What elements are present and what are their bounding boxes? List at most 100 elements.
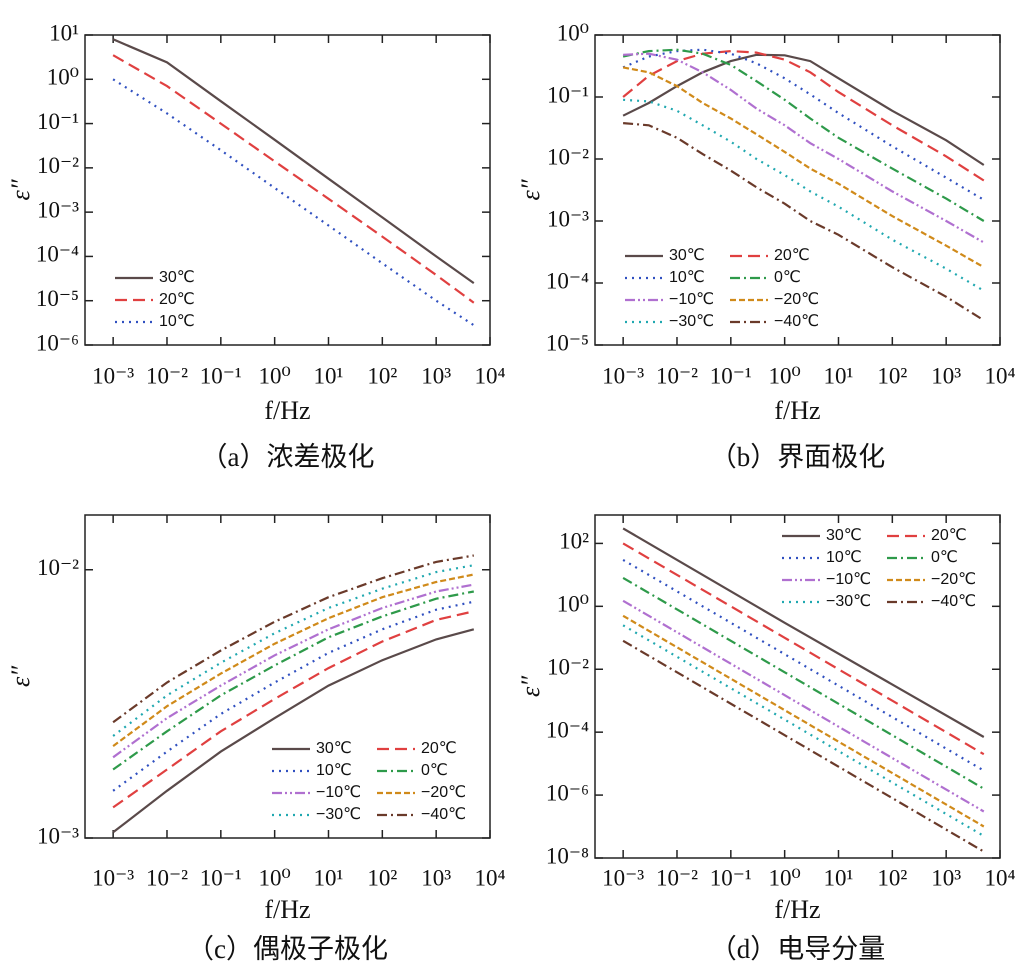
series-line <box>622 49 985 182</box>
x-tick-label: 10⁰ <box>769 865 801 890</box>
y-tick-label: 10⁻⁴ <box>546 717 589 742</box>
y-tick-label: 10⁻¹ <box>547 82 589 107</box>
x-tick-label: 10³ <box>931 865 961 890</box>
x-tick-label: 10² <box>877 363 907 388</box>
legend-label: 30℃ <box>826 527 862 544</box>
y-axis-label: ε″ <box>516 178 545 200</box>
series-line <box>622 66 985 269</box>
x-tick-label: 10² <box>877 865 907 890</box>
x-tick-label: 10³ <box>421 363 451 388</box>
x-tick-label: 10⁻¹ <box>200 865 242 890</box>
series-line <box>112 600 475 792</box>
series-line <box>622 576 985 790</box>
series-line <box>112 628 475 834</box>
legend-label: −30℃ <box>826 593 871 610</box>
legend-label: 10℃ <box>316 762 352 779</box>
x-tick-label: 10⁻² <box>146 865 188 890</box>
x-axis-label: f/Hz <box>774 396 820 425</box>
legend-label: 0℃ <box>931 549 958 566</box>
x-tick-label: 10⁻¹ <box>200 363 242 388</box>
series-line <box>622 614 985 828</box>
x-tick-label: 10³ <box>421 865 451 890</box>
series-line <box>112 554 474 724</box>
y-tick-label: 10⁻⁶ <box>36 330 79 355</box>
x-tick-label: 10⁻¹ <box>710 865 752 890</box>
x-tick-label: 10¹ <box>824 865 854 890</box>
series-line <box>622 53 985 166</box>
series-line <box>112 610 475 809</box>
x-tick-label: 10¹ <box>314 865 344 890</box>
legend-label: −20℃ <box>421 784 466 801</box>
series-line <box>622 639 985 853</box>
y-tick-label: 10⁻¹ <box>37 109 79 134</box>
series-line <box>112 590 475 771</box>
legend-label: 10℃ <box>159 313 195 330</box>
y-axis-label: ε″ <box>6 665 35 687</box>
subplot-caption: （a）浓差极化 <box>201 442 375 472</box>
legend-label: −20℃ <box>931 571 976 588</box>
legend-label: −40℃ <box>421 806 466 823</box>
legend-label: 20℃ <box>421 740 457 757</box>
series-line <box>112 583 474 759</box>
y-tick-label: 10⁰ <box>557 592 589 617</box>
x-tick-label: 10⁻² <box>656 363 698 388</box>
series-line <box>112 54 475 304</box>
y-axis-label: ε″ <box>516 675 545 697</box>
subplot-caption: （d）电导分量 <box>710 934 886 964</box>
subplot-caption: （b）界面极化 <box>710 442 886 472</box>
legend-label: 10℃ <box>826 549 862 566</box>
axes-frame <box>594 34 1001 346</box>
x-tick-label: 10⁰ <box>259 363 291 388</box>
legend-label: 20℃ <box>774 247 810 264</box>
x-tick-label: 10⁴ <box>984 363 1015 388</box>
series-line <box>622 599 985 813</box>
x-tick-label: 10³ <box>931 363 961 388</box>
y-axis-label: ε″ <box>6 178 35 200</box>
legend-label: 30℃ <box>669 247 705 264</box>
axes-frame <box>594 514 1001 859</box>
y-tick-label: 10⁰ <box>47 65 79 90</box>
y-tick-label: 10⁻² <box>37 555 79 580</box>
x-tick-label: 10⁴ <box>474 865 505 890</box>
y-tick-label: 10⁻² <box>37 153 79 178</box>
series-line <box>622 624 985 837</box>
legend-label: −40℃ <box>774 313 819 330</box>
x-axis-label: f/Hz <box>264 895 310 924</box>
y-tick-label: 10⁻⁸ <box>546 843 589 868</box>
x-tick-label: 10⁻³ <box>602 363 644 388</box>
legend-label: 10℃ <box>669 269 705 286</box>
y-tick-label: 10¹ <box>49 20 79 45</box>
y-tick-label: 10⁻² <box>547 655 589 680</box>
x-tick-label: 10¹ <box>824 363 854 388</box>
x-tick-label: 10⁻¹ <box>710 363 752 388</box>
x-tick-label: 10⁻² <box>656 865 698 890</box>
x-axis-label: f/Hz <box>774 895 820 924</box>
legend-label: 30℃ <box>159 269 195 286</box>
x-tick-label: 10² <box>367 865 397 890</box>
y-tick-label: 10⁻³ <box>37 197 79 222</box>
y-tick-label: 10⁻⁶ <box>546 780 589 805</box>
series-line <box>112 573 475 747</box>
x-tick-label: 10⁻³ <box>602 865 644 890</box>
series-line <box>622 558 985 772</box>
legend-label: 0℃ <box>774 269 801 286</box>
series-line <box>623 98 985 292</box>
x-tick-label: 10² <box>367 363 397 388</box>
x-tick-label: 10⁻² <box>146 363 188 388</box>
series-line <box>622 542 985 756</box>
series-line <box>623 122 985 322</box>
y-tick-label: 10² <box>559 529 589 554</box>
series-line <box>112 78 475 327</box>
y-tick-label: 10⁻⁵ <box>546 330 589 355</box>
axes-frame <box>84 34 491 346</box>
series-line <box>112 38 475 284</box>
legend-label: −30℃ <box>669 313 714 330</box>
legend-label: −10℃ <box>826 571 871 588</box>
y-tick-label: 10⁻⁴ <box>36 242 79 267</box>
y-tick-label: 10⁻⁵ <box>36 286 79 311</box>
x-tick-label: 10⁻³ <box>92 363 134 388</box>
x-tick-label: 10⁻³ <box>92 865 134 890</box>
series-line <box>112 564 474 737</box>
legend-label: −10℃ <box>316 784 361 801</box>
